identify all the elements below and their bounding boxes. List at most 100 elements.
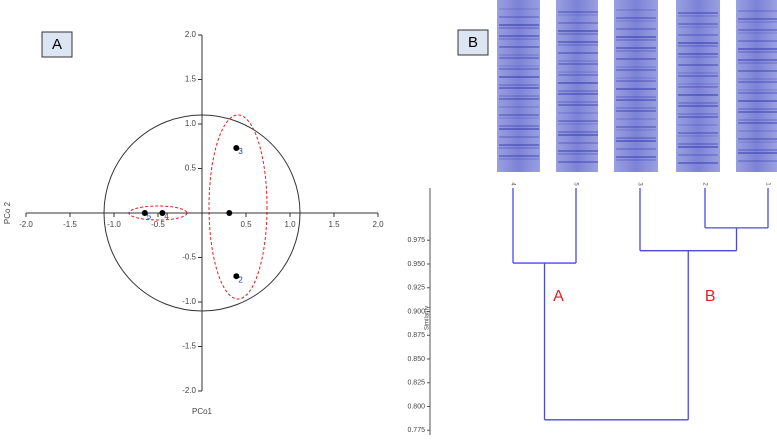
gel-band <box>499 46 539 48</box>
y-tick-label: -1.0 <box>182 297 196 306</box>
x-tick-label: -1.0 <box>107 220 121 229</box>
gel-band <box>738 130 777 132</box>
gel-band <box>678 124 718 126</box>
y-tick-label: 1.5 <box>185 75 197 84</box>
gel-band <box>616 47 656 49</box>
y-tick-label: 0.900 <box>407 308 425 315</box>
gel-band <box>499 125 539 127</box>
gel-band <box>678 75 718 77</box>
y-axis-label: PCo 2 <box>3 201 12 224</box>
x-tick-label: -1.5 <box>63 220 77 229</box>
gel-band <box>616 129 656 131</box>
gel-band <box>499 38 539 40</box>
gel-band <box>499 76 539 78</box>
gel-band <box>499 84 539 86</box>
panel-label: B <box>468 34 478 51</box>
gel-band <box>678 116 718 118</box>
cluster-label: A <box>553 288 564 305</box>
gel-band <box>738 149 777 151</box>
gel-band <box>738 48 777 50</box>
group-ellipse <box>208 114 268 300</box>
gel-band <box>558 150 598 152</box>
gel-band <box>616 69 656 71</box>
gel-band <box>678 94 718 96</box>
gel-band <box>499 144 539 146</box>
gel-band <box>738 89 777 91</box>
gel-band <box>616 39 656 41</box>
gel-band <box>499 57 539 59</box>
gel-band <box>558 52 598 54</box>
y-tick-label: 0.950 <box>407 261 425 268</box>
gel-band <box>616 36 656 38</box>
x-tick-label: 0.5 <box>240 220 252 229</box>
gel-band <box>678 113 718 115</box>
gel-lanes <box>497 0 777 172</box>
x-tick-label: 2.0 <box>372 220 384 229</box>
gel-band <box>499 27 539 29</box>
gel-band <box>738 32 777 34</box>
y-tick-label: -2.0 <box>182 386 196 395</box>
gel-band <box>678 26 718 28</box>
y-tick-label: 0.800 <box>407 403 425 410</box>
gel-band <box>499 54 539 56</box>
cluster-label: B <box>705 288 716 305</box>
gel-band <box>558 142 598 144</box>
gel-band <box>738 141 777 143</box>
gel-band <box>558 33 598 35</box>
gel-band <box>678 53 718 55</box>
gel-band <box>499 147 539 149</box>
gel-band <box>738 70 777 72</box>
gel-band <box>616 96 656 98</box>
gel-band <box>738 59 777 61</box>
gel-band <box>678 143 718 145</box>
gel-band <box>499 128 539 130</box>
gel-band <box>499 98 539 100</box>
gel-band <box>738 40 777 42</box>
gel-band <box>738 92 777 94</box>
y-tick-label: 0.775 <box>407 427 425 434</box>
gel-band <box>616 137 656 139</box>
y-tick-label: -1.5 <box>182 342 196 351</box>
gel-band <box>616 9 656 11</box>
point <box>233 145 240 152</box>
gel-band <box>678 162 718 164</box>
gel-band <box>558 11 598 13</box>
gel-band <box>738 111 777 113</box>
gel-band <box>678 15 718 17</box>
x-axis-label: PCo1 <box>192 407 213 416</box>
gel-band <box>558 123 598 125</box>
gel-band <box>678 86 718 88</box>
point <box>226 210 233 216</box>
point-label: 4 <box>164 212 169 221</box>
gel-band <box>616 80 656 82</box>
gel-band <box>678 23 718 25</box>
y-tick-label: 0.875 <box>407 332 425 339</box>
gel-band <box>558 82 598 84</box>
gel-band <box>499 95 539 97</box>
gel-band <box>499 65 539 67</box>
gel-band <box>738 138 777 140</box>
gel-band <box>678 154 718 156</box>
point-label: 5 <box>147 212 152 221</box>
y-tick-label: 0.925 <box>407 285 425 292</box>
gel-band <box>616 126 656 128</box>
leaf-label: 2 <box>701 182 707 186</box>
gel-band <box>558 74 598 76</box>
panel-label: A <box>52 36 62 53</box>
point <box>159 210 166 216</box>
gel-band <box>616 58 656 60</box>
gel-band <box>738 78 777 80</box>
gel-band <box>738 160 777 162</box>
y-tick-label: 0.825 <box>407 380 425 387</box>
gel-band <box>499 87 539 89</box>
gel-band <box>616 88 656 90</box>
gel-band <box>616 28 656 30</box>
gel-band <box>678 105 718 107</box>
x-tick-label: 1.5 <box>328 220 340 229</box>
point <box>141 210 148 216</box>
gel-band <box>616 107 656 109</box>
gel-band <box>738 62 777 64</box>
gel-band <box>678 102 718 104</box>
gel-band <box>616 159 656 161</box>
gel-band <box>616 156 656 158</box>
